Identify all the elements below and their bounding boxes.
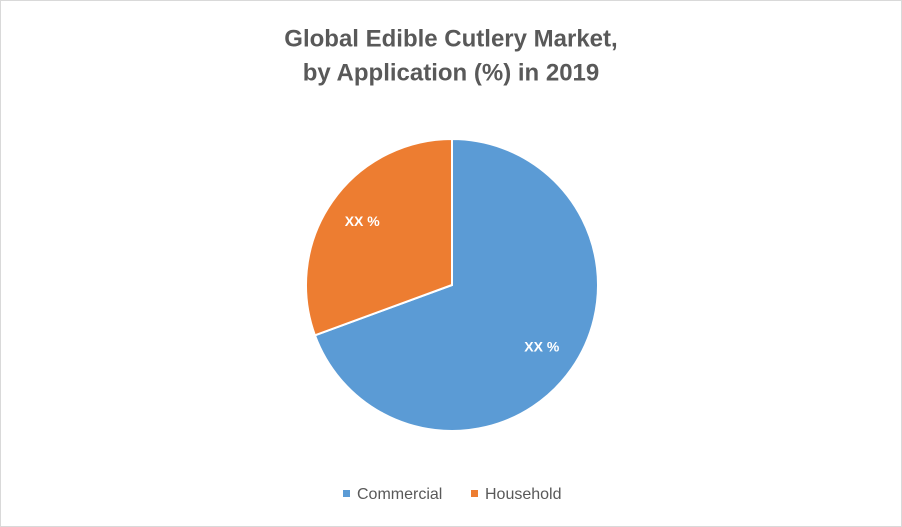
chart-title: Global Edible Cutlery Market, bbox=[284, 25, 617, 52]
legend-marker bbox=[471, 490, 478, 497]
legend-label: Commercial bbox=[357, 486, 442, 503]
data-label: XX % bbox=[524, 338, 560, 354]
pie-slice bbox=[313, 137, 599, 432]
pie-slice bbox=[305, 137, 453, 337]
legend-marker bbox=[343, 490, 350, 497]
data-label: XX % bbox=[345, 213, 381, 229]
chart-title: by Application (%) in 2019 bbox=[303, 59, 600, 86]
legend-label: Household bbox=[485, 486, 562, 503]
